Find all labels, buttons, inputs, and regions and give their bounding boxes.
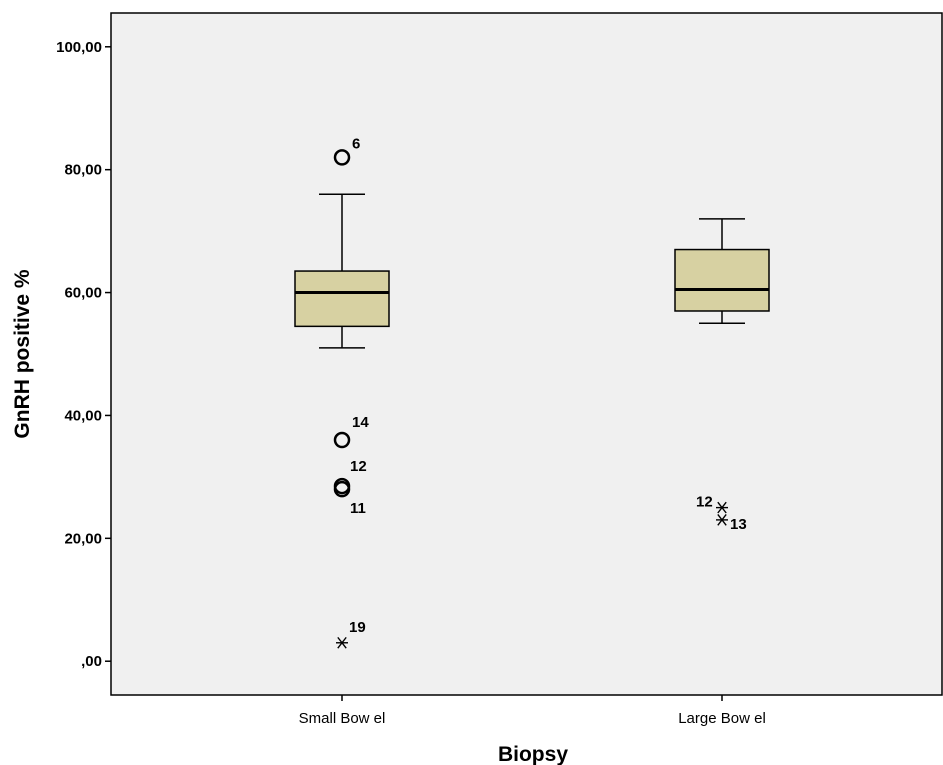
outlier-star [716, 501, 728, 514]
star-stroke [337, 636, 347, 649]
iqr-box [294, 270, 390, 328]
y-axis-title: GnRH positive % [11, 269, 34, 439]
y-tick-label: 80,00 [64, 162, 102, 179]
y-tick-label: 40,00 [64, 407, 102, 424]
y-tick-label: 60,00 [64, 285, 102, 302]
box-group [294, 193, 390, 349]
boxes [294, 193, 770, 349]
plot-area [110, 12, 943, 696]
outlier-circle [333, 149, 351, 166]
y-axis: ,00 20,00 40,00 60,00 80,00 100,00 [56, 39, 111, 670]
outlier-star [716, 514, 728, 526]
outlier-label: 19 [349, 619, 366, 636]
x-tick-label: Small Bow el [299, 710, 386, 727]
outlier-circle [333, 480, 351, 498]
outlier-circle [333, 431, 351, 449]
outlier-label: 12 [696, 494, 713, 511]
outlier-label: 12 [350, 458, 367, 475]
iqr-box [674, 248, 770, 312]
y-tick-label: ,00 [81, 653, 102, 670]
box-group [674, 218, 770, 325]
y-tick-label: 100,00 [56, 39, 102, 56]
y-tick-label: 20,00 [64, 530, 102, 547]
x-tick-label: Large Bow el [678, 710, 766, 727]
outliers: 6 14 12 11 19 12 13 [333, 135, 747, 649]
outlier-label: 13 [730, 516, 747, 533]
x-axis: Small Bow el Large Bow el [299, 695, 766, 727]
x-axis-title: Biopsy [498, 743, 568, 765]
outlier-label: 11 [350, 500, 366, 517]
star-stroke [717, 514, 727, 526]
outlier-star [336, 636, 348, 649]
outlier-label: 14 [352, 414, 369, 431]
outlier-label: 6 [352, 135, 360, 152]
star-stroke [717, 501, 727, 514]
